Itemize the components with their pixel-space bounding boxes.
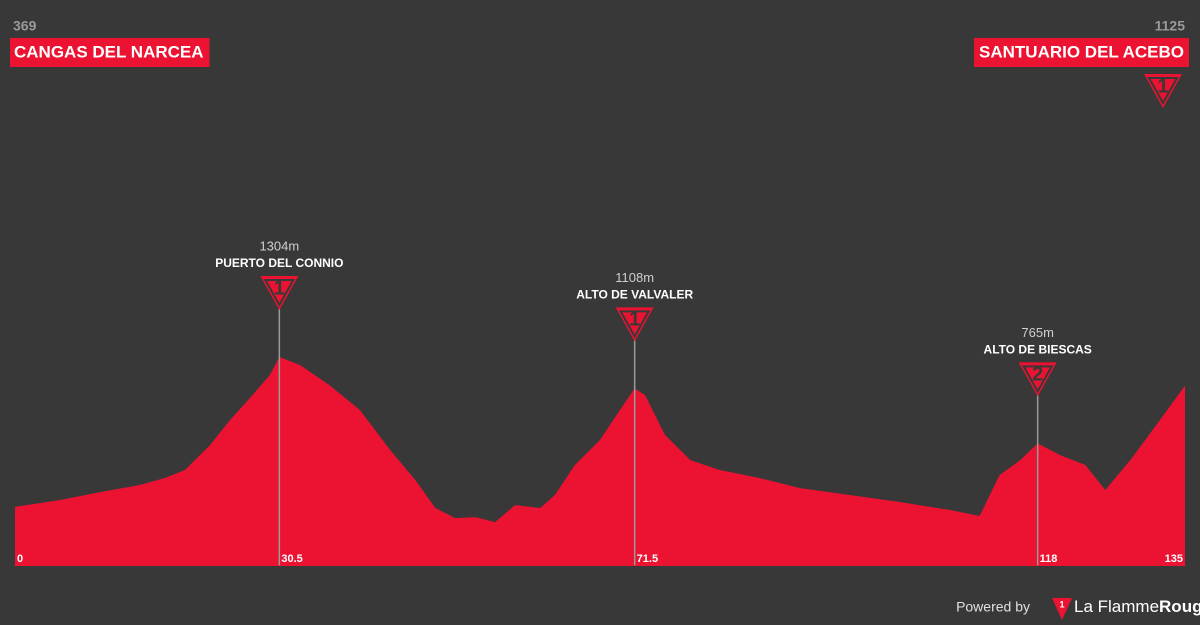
start-box — [10, 38, 210, 67]
brand: La FlammeRouge — [1074, 597, 1200, 616]
climb-name: ALTO DE BIESCAS — [984, 343, 1092, 357]
brand-a: La Flamme — [1074, 597, 1159, 616]
finish-marker — [1144, 74, 1182, 108]
climb-marker-outline — [1021, 365, 1054, 394]
logo-badge-text: 1 — [1059, 599, 1064, 609]
x-tick-label: 0 — [17, 553, 23, 565]
climb-marker-number: 1 — [274, 277, 285, 299]
brand-b: Rouge — [1159, 597, 1200, 616]
climb-marker-number: 1 — [629, 309, 640, 331]
finish-marker-number: 1 — [1157, 75, 1168, 97]
x-tick-label: 135 — [1165, 553, 1183, 565]
climb-name: PUERTO DEL CONNIO — [215, 256, 343, 270]
x-tick-label: 118 — [1040, 553, 1058, 565]
logo-badge — [1052, 598, 1072, 620]
profile — [15, 356, 1185, 566]
climb-marker — [1018, 362, 1057, 397]
footer: Powered by 1 La FlammeRouge — [956, 597, 1200, 620]
climb-elevation: 765m — [1021, 325, 1054, 340]
climb-marker-outline — [263, 278, 296, 308]
finish-elevation: 1125 — [1155, 18, 1186, 34]
finish-box — [974, 38, 1189, 67]
start-name: CANGAS DEL NARCEA — [14, 42, 204, 61]
climb-marker-outline — [618, 310, 651, 339]
start-elevation: 369 — [13, 18, 37, 34]
climb-marker — [260, 275, 299, 310]
powered-by: Powered by — [956, 599, 1030, 615]
finish-name: SANTUARIO DEL ACEBO — [979, 42, 1184, 61]
elevation-area — [15, 356, 1185, 566]
climb-elevation: 1304m — [259, 238, 299, 253]
x-tick-label: 30.5 — [281, 553, 302, 565]
climb-elevation: 1108m — [615, 270, 654, 285]
climb-name: ALTO DE VALVALER — [576, 288, 693, 302]
finish-marker-outline — [1147, 77, 1179, 106]
climb-marker-number: 2 — [1032, 364, 1043, 386]
x-tick-label: 71.5 — [637, 553, 658, 565]
climb-marker — [615, 307, 654, 342]
